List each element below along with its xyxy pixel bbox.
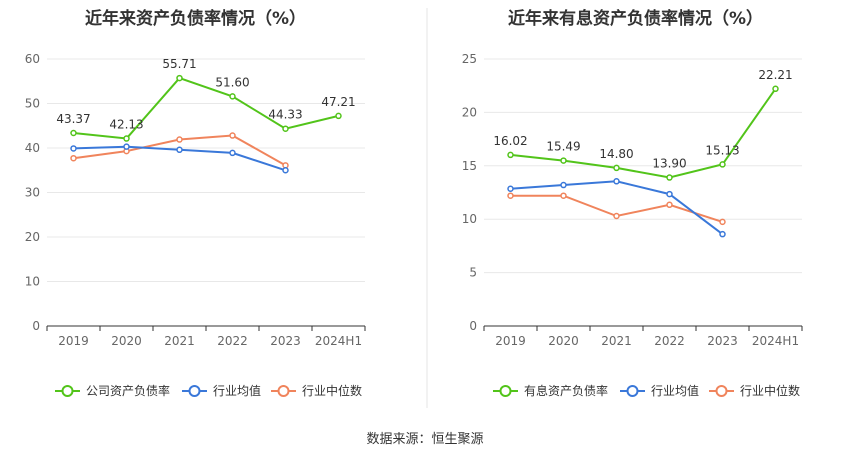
chart2-legend-marker	[499, 385, 512, 397]
chart2-series-1-point	[507, 185, 514, 193]
chart2-x-tick-label: 2019	[495, 334, 526, 348]
chart1-series-2-point	[70, 154, 77, 162]
chart2-series-0-point	[560, 157, 567, 164]
chart1-series-1-point	[282, 167, 289, 174]
chart1-legend-label: 行业中位数	[302, 383, 362, 398]
chart1-y-tick-label: 50	[25, 97, 40, 111]
chart2-series-1-point	[666, 190, 673, 198]
chart2-series-1-point	[719, 230, 726, 238]
chart2-data-label: 16.02	[493, 134, 527, 148]
chart1-x-tick-label: 2024H1	[315, 334, 362, 348]
chart1-y-tick-label: 60	[25, 52, 40, 66]
chart2-series-2-point	[666, 201, 673, 209]
chart2-series-2-point	[719, 218, 726, 226]
chart1-y-tick-label: 30	[25, 186, 40, 200]
chart1-data-label: 42.13	[109, 118, 143, 132]
chart2-series-0-point	[719, 161, 726, 168]
chart2-series-2-point	[613, 212, 620, 220]
chart1-data-label: 51.60	[215, 75, 249, 89]
chart1-series-0-point	[123, 135, 130, 142]
chart2-y-tick-label: 5	[469, 266, 477, 280]
chart2-y-tick-label: 15	[462, 159, 477, 173]
chart1-series-1-point	[123, 143, 130, 150]
chart2-series-2-point	[560, 192, 567, 199]
chart2-legend-label: 行业均值	[651, 383, 699, 398]
chart2-y-tick-label: 0	[469, 319, 477, 333]
chart1-data-label: 44.33	[268, 108, 302, 122]
chart2-data-label: 13.90	[652, 157, 686, 171]
chart2-data-label: 15.49	[546, 140, 580, 154]
chart2-x-tick-label: 2020	[548, 334, 579, 348]
chart1-title: 近年来资产负债率情况（%）	[85, 9, 307, 29]
chart1-series-2-point	[229, 132, 236, 139]
chart2-series-1-line	[510, 180, 724, 235]
chart2-y-tick-label: 25	[462, 52, 477, 66]
chart2-legend-label: 有息资产负债率	[524, 383, 608, 398]
chart2-data-label: 22.21	[758, 68, 792, 82]
chart2-data-label: 14.80	[599, 147, 633, 161]
chart1-series-1-point	[176, 146, 183, 154]
chart2-plot: 0 5 10 15 20 25 2019 2020 2021 2022 2023 2024H1 16.0…	[462, 52, 803, 398]
source-label: 数据来源：恒生聚源	[366, 432, 484, 447]
chart2-legend-marker	[626, 385, 639, 397]
chart1-data-label: 43.37	[56, 112, 90, 126]
chart1-series-0-point	[282, 125, 289, 132]
chart2-series-1-point	[613, 178, 620, 185]
chart1-legend-marker	[61, 385, 74, 397]
chart1-y-tick-label: 10	[25, 275, 40, 289]
chart1-data-label: 47.21	[321, 95, 355, 109]
chart1-plot: 0 10 20 30 40 50 60 2019 2020 2021 2022 2023 2024H1 4…	[25, 52, 366, 398]
chart1-legend-marker	[277, 385, 290, 397]
chart2-title: 近年来有息资产负债率情况（%）	[508, 9, 764, 29]
chart1-data-label: 55.71	[162, 57, 196, 71]
chart1-x-tick-label: 2021	[164, 334, 195, 348]
chart1-series-1-point	[70, 145, 77, 152]
chart1-legend-label: 行业均值	[213, 383, 261, 398]
chart1-series-0-point	[176, 74, 183, 82]
chart1-series-0-line	[73, 76, 339, 140]
chart2-x-tick-label: 2023	[707, 334, 738, 348]
chart1-x-tick-label: 2022	[217, 334, 248, 348]
chart1-y-tick-label: 0	[32, 319, 40, 333]
chart2-series-0-point	[613, 164, 620, 172]
chart1-y-tick-label: 20	[25, 230, 40, 244]
chart1-legend-label: 公司资产负债率	[86, 383, 170, 398]
chart1-series-0-point	[335, 112, 342, 120]
chart1-legend-marker	[188, 385, 201, 397]
chart1-series-0-point	[229, 93, 236, 100]
chart2-series-1-point	[560, 181, 567, 189]
chart2-legend-label: 行业中位数	[740, 383, 800, 398]
chart2-series-0-point	[666, 174, 673, 181]
chart2-x-tick-label: 2024H1	[752, 334, 799, 348]
chart1-y-tick-label: 40	[25, 141, 40, 155]
chart2-x-tick-label: 2022	[654, 334, 685, 348]
chart2-series-0-point	[507, 151, 514, 159]
chart1-series-2-point	[176, 136, 183, 143]
chart2-y-tick-label: 10	[462, 212, 477, 226]
chart2-series-0-point	[772, 85, 779, 93]
chart1-x-tick-label: 2020	[111, 334, 142, 348]
chart2-series-2-point	[507, 192, 514, 199]
chart1-x-tick-label: 2023	[270, 334, 301, 348]
chart2-series-0-line	[510, 88, 777, 179]
chart1-series-0-point	[70, 129, 77, 137]
chart2-legend-marker	[715, 385, 728, 397]
chart1-series-1-point	[229, 149, 236, 157]
chart2-data-label: 15.13	[705, 143, 739, 157]
chart2-x-tick-label: 2021	[601, 334, 632, 348]
chart2-y-tick-label: 20	[462, 105, 477, 119]
chart1-x-tick-label: 2019	[58, 334, 89, 348]
